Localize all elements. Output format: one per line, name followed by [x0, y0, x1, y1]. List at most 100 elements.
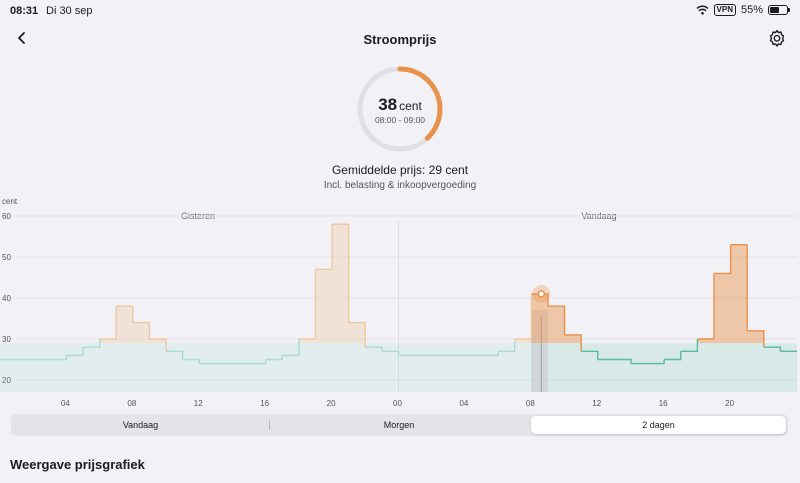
x-tick-label: 16: [260, 399, 269, 408]
price-step-line: [763, 346, 782, 352]
price-step-line: [664, 351, 682, 361]
y-tick-label: 30: [2, 335, 11, 344]
y-tick-label: 50: [2, 253, 11, 262]
x-tick-label: 20: [327, 399, 336, 408]
battery-icon: [768, 5, 790, 15]
price-step-line: [581, 350, 599, 360]
page-title: Stroomprijs: [363, 32, 437, 47]
price-bar: [547, 306, 565, 344]
settings-button[interactable]: [766, 28, 788, 50]
price-step-line: [99, 306, 117, 340]
price-step-line: [514, 293, 533, 340]
x-tick-label: 12: [592, 399, 601, 408]
selected-hour-highlight: [531, 310, 548, 392]
tab-morgen[interactable]: Morgen: [383, 420, 415, 430]
status-right: VPN 55%: [696, 4, 790, 16]
tab-vandaag[interactable]: Vandaag: [122, 420, 159, 430]
below-threshold-band-future: [531, 343, 797, 392]
price-step-line: [481, 351, 499, 357]
price-bar: [747, 330, 764, 344]
status-time: 08:31: [10, 5, 39, 17]
current-price-unit: cent: [399, 99, 422, 113]
price-step-line: [564, 334, 582, 352]
tab-divider: [269, 420, 270, 430]
battery-percentage: 55%: [740, 4, 763, 16]
section-title: Weergave prijsgrafiek: [10, 457, 145, 472]
price-bar: [514, 339, 532, 344]
gear-icon: [769, 29, 785, 47]
average-price: Gemiddelde prijs: 29 cent: [331, 163, 469, 177]
x-tick-label: 12: [194, 399, 203, 408]
price-step-line: [348, 321, 366, 348]
price-bar: [348, 322, 366, 344]
current-price-range: 08:00 - 09:00: [374, 115, 426, 125]
price-bar: [713, 273, 731, 344]
price-step-line: [182, 358, 200, 364]
status-bar: 08:31 Di 30 sep VPN 55%: [0, 0, 800, 22]
price-bar: [730, 244, 748, 344]
price-step-line: [747, 330, 765, 348]
x-tick-label: 20: [725, 399, 734, 408]
price-bar: [531, 293, 548, 344]
price-step-line: [132, 321, 151, 339]
current-price-value: 38: [378, 95, 398, 114]
x-tick-label: 04: [61, 399, 70, 408]
price-step-line: [697, 273, 715, 340]
price-step-line: [315, 224, 333, 270]
price-bar: [315, 269, 333, 344]
x-tick-label: 00: [393, 399, 402, 408]
price-note: Incl. belasting & inkoopvergoeding: [323, 180, 477, 191]
price-step-line: [149, 338, 167, 352]
price-bar: [132, 322, 150, 344]
price-bar: [298, 339, 316, 344]
battery-level: [770, 7, 779, 13]
below-threshold-band-past: [0, 343, 532, 392]
wifi-icon: [696, 5, 709, 15]
x-tick-label: 16: [659, 399, 668, 408]
y-tick-label: 20: [2, 376, 11, 385]
x-tick-label: 08: [127, 399, 136, 408]
x-tick-label: 04: [459, 399, 468, 408]
price-step-line: [49, 355, 68, 361]
price-bar: [332, 224, 349, 344]
price-step-line: [116, 305, 134, 323]
price-step-line: [365, 346, 383, 352]
price-step-line: [265, 355, 283, 361]
price-step-line: [166, 350, 184, 360]
vpn-badge: VPN: [713, 4, 736, 16]
chevron-left-icon: [18, 32, 25, 44]
y-tick-label: 60: [2, 212, 11, 221]
y-tick-label: 40: [2, 294, 11, 303]
price-step-line: [282, 339, 300, 357]
price-step-line: [547, 305, 566, 335]
status-date: Di 30 sep: [46, 5, 93, 17]
price-step-line: [249, 359, 267, 365]
price-gauge-progress: [357, 66, 443, 152]
price-step-line: [647, 359, 665, 365]
price-gauge: [357, 66, 443, 152]
price-bar: [149, 339, 167, 344]
price-bar: [116, 306, 133, 344]
price-chart[interactable]: 60 50 40 30 20 04 08 12 16 20 00 04 08 12 16 20: [0, 205, 800, 410]
price-step-line: [298, 269, 317, 340]
current-price: 38 cent: [356, 95, 444, 115]
chart-unit-label: cent: [2, 197, 18, 206]
price-step-line: [83, 339, 101, 348]
period-selector: Vandaag Morgen 2 dagen: [11, 414, 788, 436]
price-step-line: [730, 244, 748, 331]
price-bar: [564, 334, 582, 344]
tab-2-dagen[interactable]: 2 dagen: [531, 416, 786, 434]
selected-point-marker: [537, 290, 546, 298]
price-step-line: [381, 350, 400, 356]
price-step-line: [680, 339, 699, 352]
price-step-line: [614, 358, 632, 364]
price-step-line: [332, 223, 350, 323]
price-step-line: [531, 293, 549, 307]
x-tick-label: 08: [526, 399, 535, 408]
price-bar: [99, 339, 117, 344]
back-button[interactable]: [12, 28, 32, 48]
price-bar: [697, 339, 714, 344]
price-step-line: [66, 347, 84, 357]
price-step-line: [498, 339, 516, 352]
price-step-line: [713, 244, 732, 275]
